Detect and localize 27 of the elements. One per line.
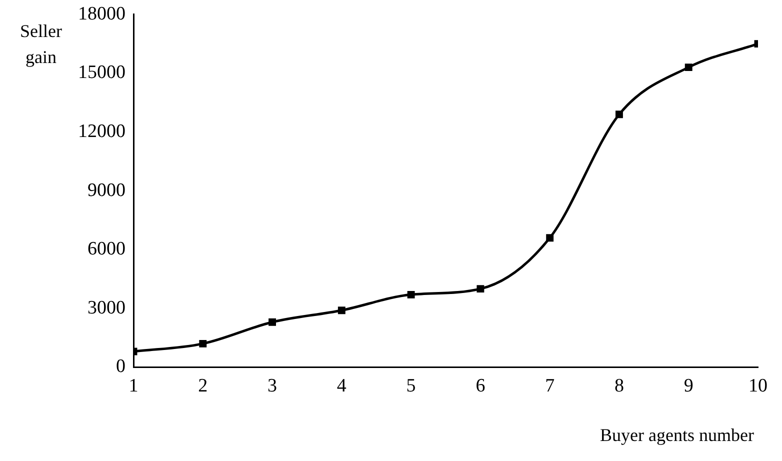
x-tick-label: 2 <box>198 376 208 397</box>
x-tick-label: 6 <box>476 376 486 397</box>
y-tick-label: 6000 <box>88 238 126 260</box>
point <box>684 64 692 72</box>
x-tick-label: 9 <box>684 376 694 397</box>
x-axis-title: Buyer agents number <box>600 425 754 446</box>
y-tick-label: 3000 <box>88 297 126 318</box>
x-tick-label: 5 <box>406 376 416 397</box>
y-tick-label: 0 <box>116 356 126 378</box>
x-tick-label: 4 <box>336 376 347 397</box>
point <box>476 285 484 293</box>
y-axis-title: Seller gain <box>19 20 63 69</box>
x-tick-label: 3 <box>268 376 278 397</box>
y-tick-label: 9000 <box>88 180 126 201</box>
point <box>615 110 623 118</box>
point <box>268 318 276 326</box>
point <box>546 234 554 242</box>
point <box>407 290 415 298</box>
point <box>199 340 207 348</box>
x-tick-label: 7 <box>545 376 555 397</box>
y-tick-label: 18000 <box>78 3 126 24</box>
point <box>338 306 346 314</box>
y-tick-label: 12000 <box>78 120 126 142</box>
x-tick-label: 10 <box>748 376 768 397</box>
x-tick-label: 8 <box>614 376 624 397</box>
x-tick-label: 1 <box>128 376 138 397</box>
y-tick-label: 15000 <box>78 62 126 84</box>
